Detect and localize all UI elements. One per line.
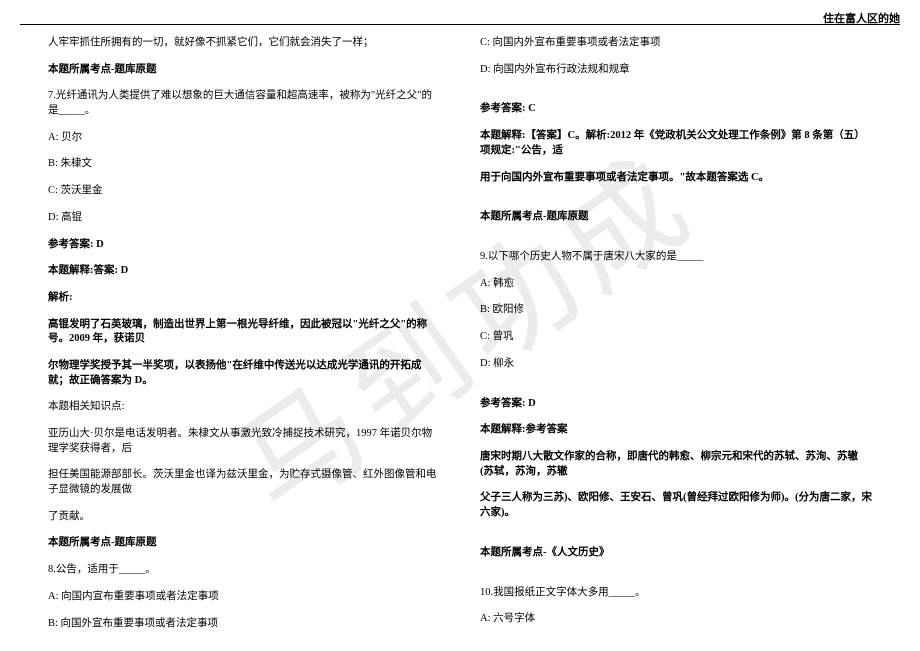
spacer — [480, 533, 872, 546]
spacer — [480, 197, 872, 210]
text-line: 本题解释:【答案】C。解析:2012 年《党政机关公文处理工作条例》第 8 条第… — [480, 129, 872, 158]
text-line: 10.我国报纸正文字体大多用_____。 — [480, 586, 872, 601]
text-line: 参考答案: D — [480, 397, 872, 412]
text-line: A: 六号字体 — [480, 612, 872, 627]
text-line: B: 向国外宣布重要事项或者法定事项 — [48, 617, 440, 632]
text-line: 参考答案: C — [480, 102, 872, 117]
text-line: 本题所属考点-题库原题 — [48, 63, 440, 78]
spacer — [480, 237, 872, 250]
text-line: 亚历山大·贝尔是电话发明者。朱棣文从事激光致冷捕捉技术研究，1997 年诺贝尔物… — [48, 427, 440, 456]
text-line: A: 韩愈 — [480, 277, 872, 292]
text-line: D: 向国内外宣布行政法规和规章 — [480, 63, 872, 78]
text-line: 本题所属考点-题库原题 — [48, 536, 440, 551]
text-line: A: 向国内宣布重要事项或者法定事项 — [48, 590, 440, 605]
text-line: 高锟发明了石英玻璃，制造出世界上第一根光导纤维，因此被冠以"光纤之父"的称号。2… — [48, 318, 440, 347]
text-line: D: 高锟 — [48, 211, 440, 226]
text-line: C: 向国内外宣布重要事项或者法定事项 — [480, 36, 872, 51]
text-line: 唐宋时期八大散文作家的合称，即唐代的韩愈、柳宗元和宋代的苏轼、苏洵、苏辙 (苏轼… — [480, 450, 872, 479]
text-line: 用于向国内外宣布重要事项或者法定事项。"故本题答案选 C。 — [480, 171, 872, 186]
text-line: B: 朱棣文 — [48, 157, 440, 172]
header-divider — [20, 24, 900, 25]
text-line: 本题所属考点-《人文历史》 — [480, 546, 872, 561]
text-line: 人牢牢抓住所拥有的一切，就好像不抓紧它们，它们就会消失了一样； — [48, 36, 440, 51]
text-line: 本题解释:答案: D — [48, 264, 440, 279]
text-line: 担任美国能源部部长。茨沃里金也译为兹沃里金，为贮存式摄像管、红外图像管和电子显微… — [48, 468, 440, 497]
text-line: 7.光纤通讯为人类提供了难以想象的巨大通信容量和超高速率，被称为"光纤之父"的是… — [48, 89, 440, 118]
text-line: 本题解释:参考答案 — [480, 423, 872, 438]
text-line: 了贡献。 — [48, 510, 440, 525]
text-line: 8.公告，适用于_____。 — [48, 563, 440, 578]
left-column: 人牢牢抓住所拥有的一切，就好像不抓紧它们，它们就会消失了一样； 本题所属考点-题库… — [48, 36, 440, 639]
content-columns: 人牢牢抓住所拥有的一切，就好像不抓紧它们，它们就会消失了一样； 本题所属考点-题库… — [48, 36, 872, 639]
text-line: 参考答案: D — [48, 238, 440, 253]
text-line: B: 欧阳修 — [480, 303, 872, 318]
text-line: 尔物理学奖授予其一半奖项，以表扬他"在纤维中传送光以达成光学通讯的开拓成就；故正… — [48, 359, 440, 388]
text-line: 解析: — [48, 291, 440, 306]
spacer — [480, 384, 872, 397]
text-line: 本题相关知识点: — [48, 400, 440, 415]
spacer — [480, 573, 872, 586]
text-line: C: 曾巩 — [480, 330, 872, 345]
right-column: C: 向国内外宣布重要事项或者法定事项 D: 向国内外宣布行政法规和规章参考答案:… — [480, 36, 872, 639]
text-line: C: 茨沃里金 — [48, 184, 440, 199]
text-line: A: 贝尔 — [48, 131, 440, 146]
text-line: D: 柳永 — [480, 357, 872, 372]
spacer — [480, 89, 872, 102]
text-line: 本题所属考点-题库原题 — [480, 210, 872, 225]
text-line: 9.以下哪个历史人物不属于唐宋八大家的是_____ — [480, 250, 872, 265]
text-line: 父子三人称为三苏)、欧阳修、王安石、曾巩(曾经拜过欧阳修为师)。(分为唐二家，宋… — [480, 491, 872, 520]
